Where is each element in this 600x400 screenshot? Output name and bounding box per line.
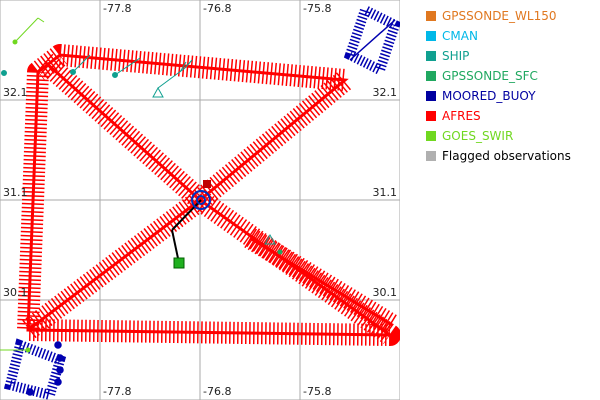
legend-label: MOORED_BUOY: [442, 89, 536, 103]
legend-item[interactable]: Flagged observations: [420, 146, 598, 166]
legend-item[interactable]: GPSSONDE_SFC: [420, 66, 598, 86]
legend-item[interactable]: GPSSONDE_WL150: [420, 6, 598, 26]
coord-labels: -77.8 -76.8 -75.8 -77.8 -76.8 -75.8 32.1…: [3, 2, 397, 398]
legend-label: GPSSONDE_WL150: [442, 9, 557, 23]
legend-swatch: [426, 31, 436, 41]
buoy-barbs: [3, 2, 400, 400]
lon-label: -77.8: [103, 2, 131, 15]
map: -77.8 -76.8 -75.8 -77.8 -76.8 -75.8 32.1…: [0, 0, 400, 400]
legend: GPSSONDE_WL150 CMAN SHIP GPSSONDE_SFC MOORED…: [420, 6, 598, 166]
lon-label: -75.8: [303, 2, 331, 15]
legend-label: SHIP: [442, 49, 470, 63]
ship-stations: [1, 54, 283, 255]
legend-swatch: [426, 71, 436, 81]
legend-swatch: [426, 151, 436, 161]
legend-label: GOES_SWIR: [442, 129, 514, 143]
legend-item[interactable]: SHIP: [420, 46, 598, 66]
legend-item[interactable]: GOES_SWIR: [420, 126, 598, 146]
legend-item[interactable]: MOORED_BUOY: [420, 86, 598, 106]
lat-label: 30.1: [3, 286, 28, 299]
legend-label: CMAN: [442, 29, 478, 43]
afres-track: [17, 44, 400, 346]
lat-label: 30.1: [373, 286, 398, 299]
legend-label: GPSSONDE_SFC: [442, 69, 538, 83]
lon-label: -76.8: [203, 385, 231, 398]
legend-item[interactable]: AFRES: [420, 106, 598, 126]
legend-swatch: [426, 131, 436, 141]
legend-swatch: [426, 11, 436, 21]
lon-label: -75.8: [303, 385, 331, 398]
lon-label: -76.8: [203, 2, 231, 15]
center-marker: [171, 180, 211, 269]
legend-item[interactable]: CMAN: [420, 26, 598, 46]
legend-swatch: [426, 51, 436, 61]
legend-label: Flagged observations: [442, 149, 571, 163]
lon-label: -77.8: [103, 385, 131, 398]
lat-label: 31.1: [3, 186, 28, 199]
lat-label: 32.1: [373, 86, 398, 99]
legend-label: AFRES: [442, 109, 481, 123]
goes-barbs: [0, 17, 45, 353]
lat-label: 32.1: [3, 86, 28, 99]
lat-label: 31.1: [373, 186, 398, 199]
legend-swatch: [426, 111, 436, 121]
legend-swatch: [426, 91, 436, 101]
